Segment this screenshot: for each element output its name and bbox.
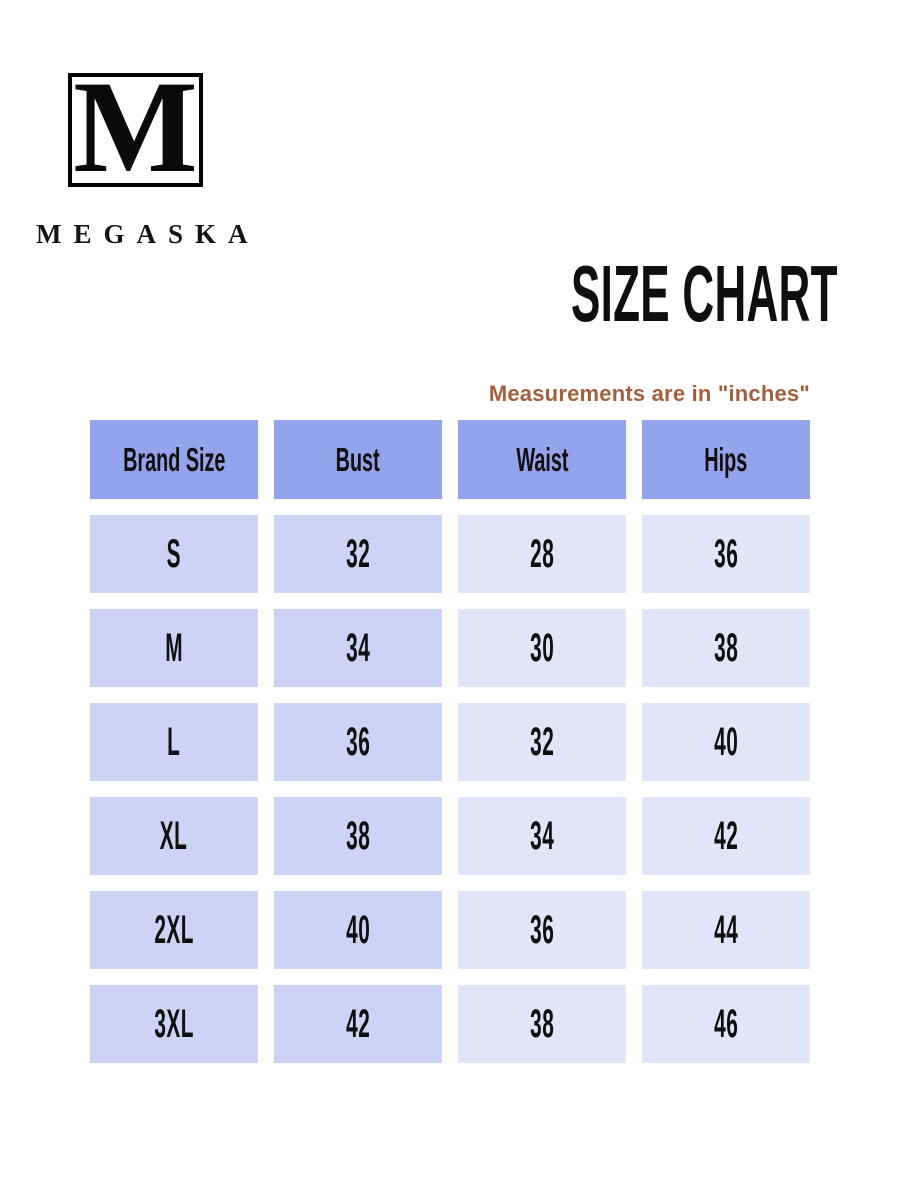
column-header-label: Hips [704, 440, 748, 478]
hips-value: 40 [713, 719, 739, 764]
table-cell: 36 [458, 891, 626, 969]
hips-value: 44 [713, 907, 739, 952]
hips-value: 38 [713, 625, 739, 670]
waist-value: 34 [529, 813, 555, 858]
table-cell: 32 [458, 703, 626, 781]
table-cell: 36 [642, 515, 810, 593]
table-cell: 42 [642, 797, 810, 875]
table-cell: 38 [458, 985, 626, 1063]
table-cell: M [90, 609, 258, 687]
column-header-hips: Hips [642, 420, 810, 499]
waist-value: 28 [529, 531, 555, 576]
waist-value: 32 [529, 719, 555, 764]
table-cell: 34 [274, 609, 442, 687]
size-label: 3XL [154, 1001, 194, 1046]
table-cell: 40 [642, 703, 810, 781]
table-cell: S [90, 515, 258, 593]
logo-monogram: M [73, 73, 198, 187]
table-cell: L [90, 703, 258, 781]
table-cell: 42 [274, 985, 442, 1063]
brand-logo: M [68, 73, 203, 187]
hips-value: 46 [713, 1001, 739, 1046]
size-label: L [167, 719, 181, 764]
size-label: S [166, 531, 182, 576]
column-header-label: Waist [515, 440, 569, 478]
table-cell: 3XL [90, 985, 258, 1063]
table-cell: XL [90, 797, 258, 875]
column-header-waist: Waist [458, 420, 626, 499]
size-label: 2XL [154, 907, 194, 952]
page-title: SIZE CHART [571, 249, 838, 338]
waist-value: 30 [529, 625, 555, 670]
bust-value: 38 [345, 813, 371, 858]
column-header-label: Bust [335, 440, 381, 478]
waist-value: 38 [529, 1001, 555, 1046]
table-cell: 44 [642, 891, 810, 969]
size-label: M [165, 625, 183, 670]
size-table: Brand Size Bust Waist Hips S 32 28 36 M … [90, 420, 810, 1063]
table-cell: 38 [642, 609, 810, 687]
table-cell: 36 [274, 703, 442, 781]
table-cell: 38 [274, 797, 442, 875]
column-header-bust: Bust [274, 420, 442, 499]
column-header-label: Brand Size [122, 440, 226, 478]
bust-value: 40 [345, 907, 371, 952]
bust-value: 34 [345, 625, 371, 670]
table-cell: 40 [274, 891, 442, 969]
bust-value: 32 [345, 531, 371, 576]
bust-value: 36 [345, 719, 371, 764]
table-cell: 34 [458, 797, 626, 875]
table-cell: 28 [458, 515, 626, 593]
column-header-brand-size: Brand Size [90, 420, 258, 499]
table-cell: 30 [458, 609, 626, 687]
hips-value: 36 [713, 531, 739, 576]
table-cell: 46 [642, 985, 810, 1063]
measurement-note: Measurements are in "inches" [488, 381, 810, 406]
table-cell: 2XL [90, 891, 258, 969]
table-cell: 32 [274, 515, 442, 593]
size-label: XL [160, 813, 188, 858]
brand-name: MEGASKA [36, 219, 260, 249]
hips-value: 42 [713, 813, 739, 858]
bust-value: 42 [345, 1001, 371, 1046]
waist-value: 36 [529, 907, 555, 952]
